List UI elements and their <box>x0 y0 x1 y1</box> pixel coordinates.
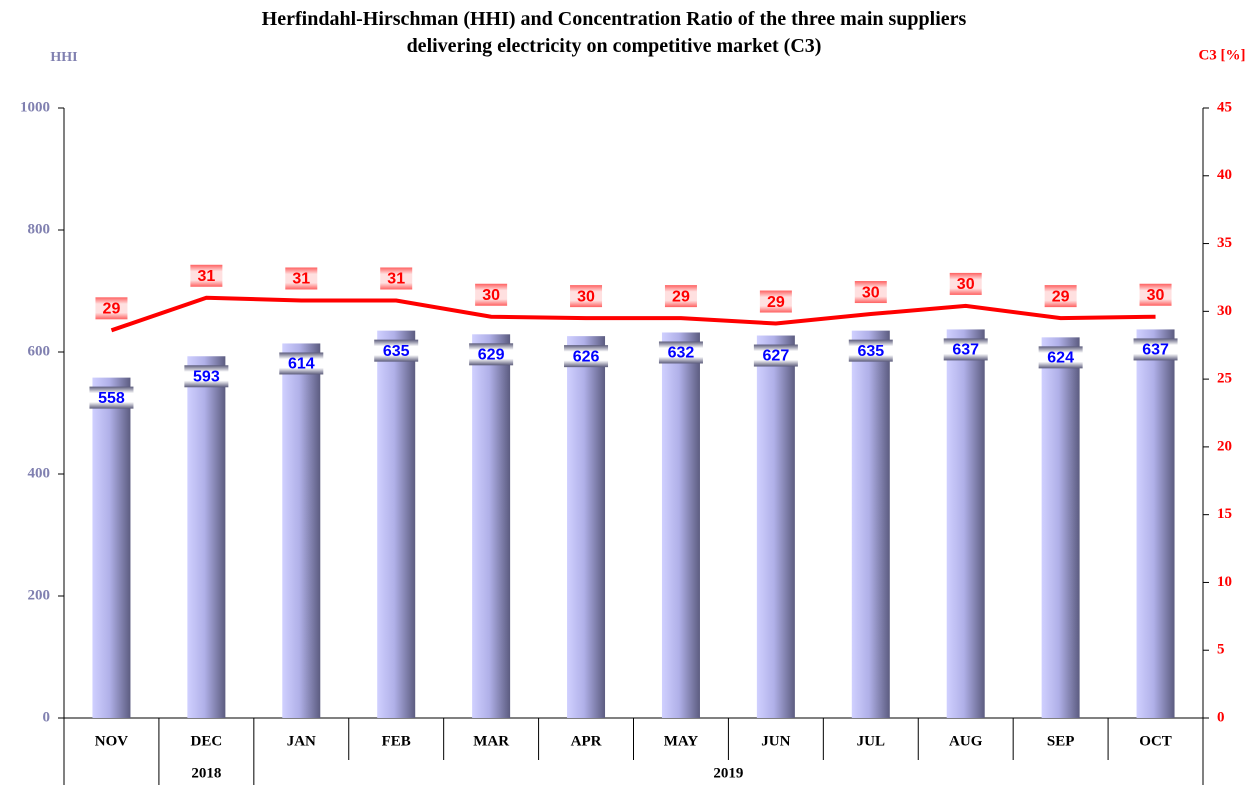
line-label: 29 <box>103 301 121 318</box>
bar-label: 593 <box>193 368 220 385</box>
bar-label-box <box>279 352 324 375</box>
bar-label-box <box>564 345 609 368</box>
bar <box>756 335 795 718</box>
line-label: 30 <box>1147 287 1165 304</box>
bar <box>92 377 131 718</box>
line-label: 31 <box>292 271 310 288</box>
bar <box>1041 337 1080 718</box>
x-tick-label: JUL <box>857 733 885 749</box>
bar-label-box <box>658 341 703 364</box>
line-label: 30 <box>482 287 500 304</box>
x-tick-label: JUN <box>761 733 790 749</box>
bar <box>661 332 700 718</box>
line-label: 29 <box>767 294 785 311</box>
line-label-box <box>854 281 887 304</box>
line-label-box <box>664 285 697 308</box>
bar <box>851 330 890 718</box>
bar-label: 626 <box>573 348 600 365</box>
y2-tick-label: 15 <box>1217 506 1232 522</box>
line-label-box <box>380 267 413 290</box>
line-label-box <box>95 297 128 320</box>
y2-tick-label: 5 <box>1217 642 1225 658</box>
bar-label-box <box>469 343 514 366</box>
bar <box>946 329 985 718</box>
y2-axis-label: C3 [%] <box>1198 47 1245 63</box>
line-label-box <box>1044 285 1077 308</box>
line-label: 30 <box>862 284 880 301</box>
group-label: 2018 <box>191 765 221 781</box>
line-label: 30 <box>577 288 595 305</box>
bar <box>1136 329 1175 718</box>
bar-label: 637 <box>952 342 979 359</box>
x-tick-label: JAN <box>287 733 316 749</box>
x-tick-label: AUG <box>949 733 983 749</box>
line-label: 29 <box>672 288 690 305</box>
y-tick-label: 0 <box>43 709 51 725</box>
line-label-box <box>190 264 223 287</box>
x-tick-label: NOV <box>95 733 129 749</box>
bar-label-box <box>943 338 988 361</box>
line-label-box <box>949 272 982 295</box>
y-tick-label: 800 <box>28 221 51 237</box>
bar-label: 627 <box>763 348 790 365</box>
y2-tick-label: 10 <box>1217 574 1232 590</box>
bar-label-box <box>89 386 134 409</box>
bar-label: 635 <box>383 343 410 360</box>
y2-tick-label: 0 <box>1217 709 1225 725</box>
x-tick-label: FEB <box>382 733 411 749</box>
line-label-box <box>570 285 603 308</box>
chart-title: Herfindahl-Hirschman (HHI) and Concentra… <box>261 8 967 57</box>
line-label-box <box>1139 283 1172 306</box>
group-label: 2019 <box>713 765 743 781</box>
bar-label-box <box>374 339 419 362</box>
bar-label-box <box>1133 338 1178 361</box>
x-tick-label: OCT <box>1139 733 1172 749</box>
y-tick-label: 1000 <box>20 99 50 115</box>
bar <box>567 336 606 718</box>
y2-tick-label: 40 <box>1217 167 1232 183</box>
line-label-box <box>475 283 508 306</box>
x-tick-label: MAY <box>664 733 699 749</box>
line-label: 31 <box>387 271 405 288</box>
y2-tick-label: 35 <box>1217 235 1232 251</box>
y-axis-label: HHI <box>50 50 77 65</box>
x-tick-label: SEP <box>1047 733 1075 749</box>
bar <box>472 334 511 718</box>
bar-label: 635 <box>857 343 884 360</box>
x-tick-label: MAR <box>473 733 509 749</box>
line <box>110 295 1156 333</box>
bar-label: 558 <box>98 390 125 407</box>
bar-label: 614 <box>288 356 315 373</box>
bar-label-box <box>1038 346 1083 369</box>
y2-tick-label: 45 <box>1217 99 1232 115</box>
bar-label: 629 <box>478 347 505 364</box>
y-tick-label: 600 <box>28 343 51 359</box>
y2-tick-label: 30 <box>1217 303 1232 319</box>
x-tick-label: APR <box>571 733 602 749</box>
bar-label: 624 <box>1047 350 1074 367</box>
bar <box>187 356 226 718</box>
bar-label-box <box>184 365 229 388</box>
bar-label: 632 <box>668 345 695 362</box>
line-label: 30 <box>957 276 975 293</box>
bar-label-box <box>753 344 798 367</box>
line-label: 31 <box>197 268 215 285</box>
bar <box>282 343 321 718</box>
bar-label: 637 <box>1142 342 1169 359</box>
line-label: 29 <box>1052 288 1070 305</box>
line-label-box <box>759 290 792 313</box>
x-tick-label: DEC <box>191 733 223 749</box>
bar-label-box <box>848 339 893 362</box>
y-tick-label: 400 <box>28 465 51 481</box>
line-label-box <box>285 267 318 290</box>
y-tick-label: 200 <box>28 587 51 603</box>
y2-tick-label: 20 <box>1217 438 1232 454</box>
bar <box>377 330 416 718</box>
y2-tick-label: 25 <box>1217 371 1232 387</box>
